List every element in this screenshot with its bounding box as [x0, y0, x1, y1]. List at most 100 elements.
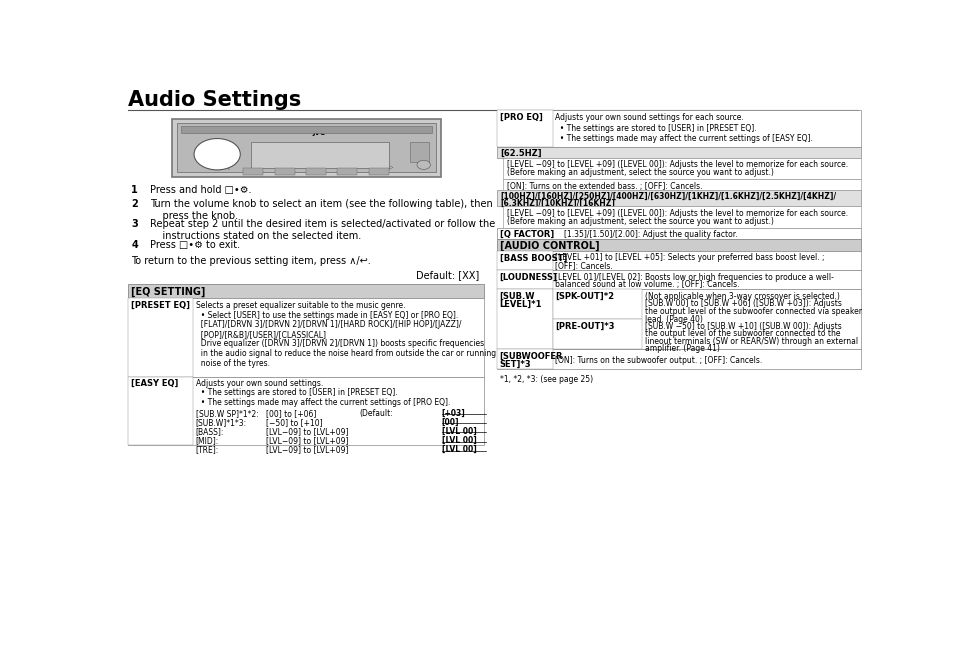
Text: balanced sound at low volume. ; [OFF]: Cancels.: balanced sound at low volume. ; [OFF]: C… — [554, 280, 739, 289]
Text: 4: 4 — [132, 240, 138, 250]
Text: [1.35]/[1.50]/[2.00]: Adjust the quality factor.: [1.35]/[1.50]/[2.00]: Adjust the quality… — [563, 230, 737, 239]
Text: Adjusts your own sound settings for each source.: Adjusts your own sound settings for each… — [554, 113, 743, 122]
Text: ◁: ◁ — [224, 165, 228, 170]
Text: Adjusts your own sound settings.: Adjusts your own sound settings. — [195, 379, 323, 388]
Text: 3: 3 — [132, 219, 138, 229]
Text: [SUB.W 00] to [SUB.W +06] ([SUB.W +03]): Adjusts: [SUB.W 00] to [SUB.W +06] ([SUB.W +03]):… — [645, 300, 841, 308]
Text: [−50] to [+10]: [−50] to [+10] — [266, 418, 323, 427]
Text: [BASS]:: [BASS]: — [195, 427, 224, 436]
FancyBboxPatch shape — [368, 168, 388, 175]
FancyBboxPatch shape — [128, 298, 483, 377]
Text: [LEVEL +01] to [LEVEL +05]: Selects your preferred bass boost level. ;: [LEVEL +01] to [LEVEL +05]: Selects your… — [554, 254, 824, 262]
FancyBboxPatch shape — [496, 147, 860, 158]
Text: [LVL 00]: [LVL 00] — [441, 436, 476, 445]
Text: [LVL−09] to [LVL+09]: [LVL−09] to [LVL+09] — [266, 436, 349, 445]
Text: the output level of the subwoofer connected via speaker: the output level of the subwoofer connec… — [645, 307, 861, 316]
Text: [SUBWOOFER: [SUBWOOFER — [499, 352, 562, 361]
Text: To return to the previous setting item, press ∧/↩.: To return to the previous setting item, … — [132, 256, 371, 266]
Text: [+03]: [+03] — [441, 409, 465, 418]
FancyBboxPatch shape — [496, 270, 860, 289]
FancyBboxPatch shape — [251, 142, 388, 168]
FancyBboxPatch shape — [496, 289, 552, 349]
Text: Audio Settings: Audio Settings — [128, 91, 301, 110]
Text: (Default:: (Default: — [359, 409, 393, 418]
Text: [LEVEL 01]/[LEVEL 02]: Boosts low or high frequencies to produce a well-: [LEVEL 01]/[LEVEL 02]: Boosts low or hig… — [554, 273, 833, 282]
Text: [SUB.W SP]*1*2:: [SUB.W SP]*1*2: — [195, 409, 259, 418]
Text: [00] to [+06]: [00] to [+06] — [266, 409, 316, 418]
Text: *1, *2, *3: (see page 25): *1, *2, *3: (see page 25) — [499, 375, 592, 384]
FancyBboxPatch shape — [496, 349, 552, 369]
FancyBboxPatch shape — [128, 284, 483, 298]
Text: [MID]:: [MID]: — [195, 436, 218, 445]
Text: [LEVEL −09] to [LEVEL +09] ([LEVEL 00]): Adjusts the level to memorize for each : [LEVEL −09] to [LEVEL +09] ([LEVEL 00]):… — [506, 160, 848, 170]
Text: Turn the volume knob to select an item (see the following table), then
    press: Turn the volume knob to select an item (… — [150, 199, 492, 221]
Text: 2: 2 — [132, 199, 138, 209]
Text: [LOUDNESS]: [LOUDNESS] — [499, 273, 557, 282]
Text: • The settings are stored to [USER] in [PRESET EQ].: • The settings are stored to [USER] in [… — [195, 388, 397, 397]
Text: [BASS BOOST]: [BASS BOOST] — [499, 254, 567, 262]
FancyBboxPatch shape — [496, 251, 860, 270]
FancyBboxPatch shape — [503, 158, 860, 179]
Text: noise of the tyres.: noise of the tyres. — [195, 359, 269, 368]
Text: [62.5HZ]: [62.5HZ] — [500, 148, 542, 158]
FancyBboxPatch shape — [496, 227, 860, 238]
Text: [00]: [00] — [441, 418, 458, 427]
Text: [SPK-OUT]*2: [SPK-OUT]*2 — [555, 292, 614, 301]
FancyBboxPatch shape — [409, 142, 429, 162]
FancyBboxPatch shape — [496, 270, 552, 289]
Text: 1: 1 — [132, 185, 138, 195]
Text: • The settings made may affect the current settings of [EASY EQ].: • The settings made may affect the curre… — [554, 135, 812, 143]
Text: [LEVEL −09] to [LEVEL +09] ([LEVEL 00]): Adjusts the level to memorize for each : [LEVEL −09] to [LEVEL +09] ([LEVEL 00]):… — [506, 209, 848, 218]
Text: amplifier. (Page 41): amplifier. (Page 41) — [645, 344, 719, 353]
Text: [LVL 00]: [LVL 00] — [441, 445, 476, 454]
Text: [ON]: Turns on the extended bass. ; [OFF]: Cancels.: [ON]: Turns on the extended bass. ; [OFF… — [506, 181, 702, 191]
Text: [FLAT]/[DRVN 3]/[DRVN 2]/[DRVN 1]/[HARD ROCK]/[HIP HOP]/[JAZZ]/: [FLAT]/[DRVN 3]/[DRVN 2]/[DRVN 1]/[HARD … — [195, 320, 460, 329]
FancyBboxPatch shape — [503, 179, 860, 190]
Text: lineout terminals (SW or REAR/SW) through an external: lineout terminals (SW or REAR/SW) throug… — [645, 337, 857, 346]
Circle shape — [194, 139, 240, 170]
Text: [LVL 00]: [LVL 00] — [441, 427, 476, 436]
Text: lead. (Page 40): lead. (Page 40) — [645, 315, 702, 324]
Text: Drive equalizer ([DRVN 3]/[DRVN 2]/[DRVN 1]) boosts specific frequencies: Drive equalizer ([DRVN 3]/[DRVN 2]/[DRVN… — [195, 340, 483, 348]
FancyBboxPatch shape — [496, 238, 860, 251]
Text: [PRO EQ]: [PRO EQ] — [499, 113, 542, 122]
Text: [LVL−09] to [LVL+09]: [LVL−09] to [LVL+09] — [266, 427, 349, 436]
Text: [EQ SETTING]: [EQ SETTING] — [132, 286, 206, 296]
FancyBboxPatch shape — [496, 251, 552, 270]
Text: LEVEL]*1: LEVEL]*1 — [499, 300, 542, 308]
Text: [SUB.W −50] to [SUB.W +10] ([SUB.W 00]): Adjusts: [SUB.W −50] to [SUB.W +10] ([SUB.W 00]):… — [645, 322, 841, 330]
Text: Selects a preset equalizer suitable to the music genre.: Selects a preset equalizer suitable to t… — [195, 301, 405, 310]
Text: [100HZ]/[160HZ]/[250HZ]/[400HZ]/[630HZ]/[1KHZ]/[1.6KHZ]/[2.5KHZ]/[4KHZ]/: [100HZ]/[160HZ]/[250HZ]/[400HZ]/[630HZ]/… — [500, 192, 836, 201]
FancyBboxPatch shape — [496, 289, 860, 349]
Text: [EASY EQ]: [EASY EQ] — [131, 379, 178, 388]
FancyBboxPatch shape — [172, 120, 440, 177]
Text: • Select [USER] to use the settings made in [EASY EQ] or [PRO EQ].: • Select [USER] to use the settings made… — [195, 311, 457, 319]
FancyBboxPatch shape — [128, 298, 192, 377]
FancyBboxPatch shape — [496, 349, 860, 369]
Text: (Not applicable when 3-way crossover is selected.): (Not applicable when 3-way crossover is … — [645, 292, 839, 301]
Text: SET]*3: SET]*3 — [499, 359, 530, 369]
FancyBboxPatch shape — [182, 126, 431, 133]
FancyBboxPatch shape — [496, 190, 860, 206]
Text: [PRESET EQ]: [PRESET EQ] — [131, 301, 189, 310]
Text: Repeat step 2 until the desired item is selected/activated or follow the
    ins: Repeat step 2 until the desired item is … — [150, 219, 495, 241]
FancyBboxPatch shape — [552, 289, 642, 319]
Text: JVC: JVC — [312, 130, 326, 136]
FancyBboxPatch shape — [128, 377, 483, 445]
Text: • The settings are stored to [USER] in [PRESET EQ].: • The settings are stored to [USER] in [… — [554, 124, 755, 133]
FancyBboxPatch shape — [128, 377, 192, 445]
Circle shape — [416, 160, 430, 170]
Text: [6.3KHZ]/[10KHZ]/[16KHZ]: [6.3KHZ]/[10KHZ]/[16KHZ] — [500, 199, 615, 208]
Text: [Q FACTOR]: [Q FACTOR] — [500, 230, 554, 239]
Text: (Before making an adjustment, select the source you want to adjust.): (Before making an adjustment, select the… — [506, 168, 774, 177]
FancyBboxPatch shape — [503, 206, 860, 227]
Text: (Before making an adjustment, select the source you want to adjust.): (Before making an adjustment, select the… — [506, 217, 774, 226]
Text: [PRE-OUT]*3: [PRE-OUT]*3 — [555, 322, 614, 330]
Text: [SUB.W: [SUB.W — [499, 292, 534, 301]
FancyBboxPatch shape — [496, 110, 860, 147]
Text: • The settings made may affect the current settings of [PRO EQ].: • The settings made may affect the curre… — [195, 397, 450, 407]
Text: Press and hold □•⚙.: Press and hold □•⚙. — [150, 185, 252, 195]
Text: [TRE]:: [TRE]: — [195, 445, 218, 454]
Text: [ON]: Turns on the subwoofer output. ; [OFF]: Cancels.: [ON]: Turns on the subwoofer output. ; [… — [554, 355, 761, 365]
Text: [LVL−09] to [LVL+09]: [LVL−09] to [LVL+09] — [266, 445, 349, 454]
